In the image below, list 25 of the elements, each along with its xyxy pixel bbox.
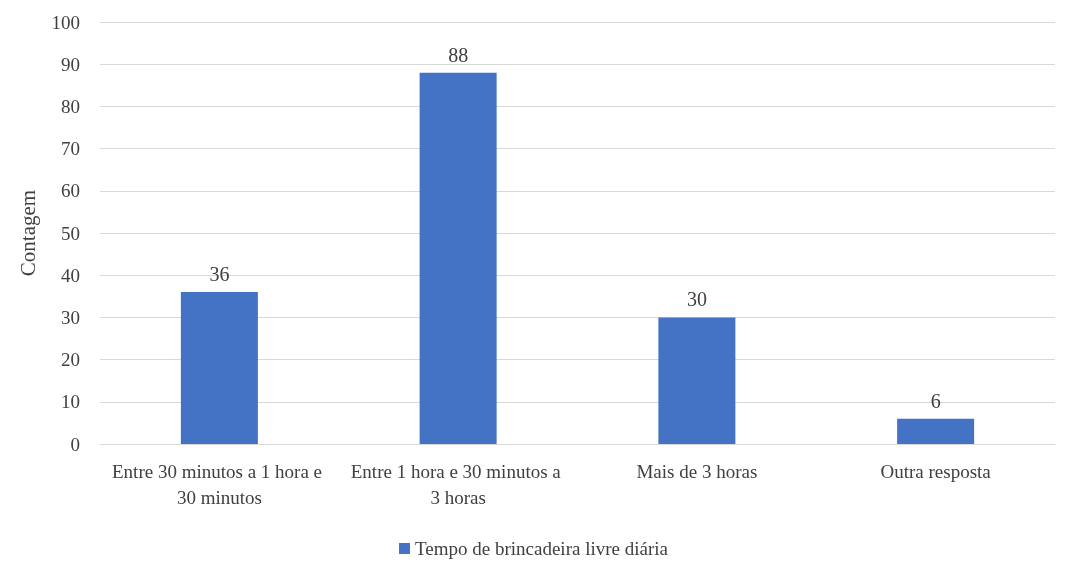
y-tick-label: 30: [61, 306, 80, 328]
bar: [897, 418, 975, 444]
y-tick-label: 20: [61, 349, 80, 371]
x-tick-label: Entre 30 minutos a 1 hora e 30 minutos: [111, 460, 327, 508]
y-tick-label: 70: [61, 138, 80, 160]
data-label: 6: [930, 389, 941, 412]
x-tick-label: Entre 1 hora e 30 minutos a 3 horas: [350, 460, 566, 508]
bar: [180, 292, 258, 444]
y-tick-label: 50: [61, 222, 80, 244]
y-axis-title: Contagem: [15, 189, 40, 277]
y-tick-label: 40: [61, 264, 80, 286]
y-tick-label: 90: [61, 53, 80, 75]
data-label: 30: [686, 288, 707, 311]
y-tick-label: 0: [70, 433, 80, 455]
bar: [419, 72, 497, 444]
y-tick-label: 100: [51, 11, 80, 33]
data-label: 88: [448, 43, 469, 66]
y-tick-label: 60: [61, 180, 80, 202]
bar: [658, 317, 736, 444]
y-tick-label: 10: [61, 391, 80, 413]
x-tick-label: Outra resposta: [880, 460, 992, 482]
data-label: 36: [209, 263, 230, 286]
y-tick-label: 80: [61, 95, 80, 117]
legend-label: Tempo de brincadeira livre diária: [415, 538, 669, 559]
x-tick-label: Mais de 3 horas: [636, 460, 758, 482]
